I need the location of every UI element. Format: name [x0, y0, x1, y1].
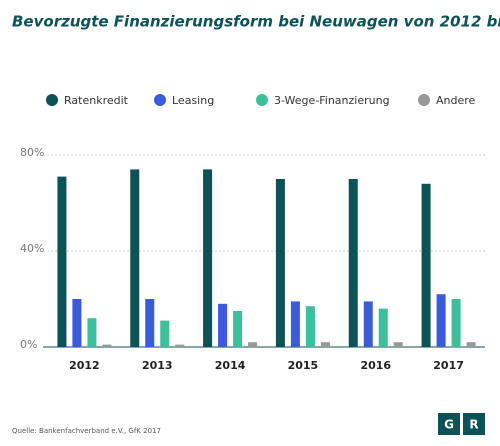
bar	[130, 169, 140, 347]
bar	[87, 318, 97, 347]
x-tick-label: 2014	[215, 359, 246, 372]
bar	[305, 306, 315, 347]
bar	[275, 179, 285, 347]
legend-label: Ratenkredit	[64, 94, 129, 107]
legend-marker	[256, 94, 268, 106]
bar	[393, 342, 403, 347]
bar	[421, 183, 431, 347]
bar	[102, 344, 112, 347]
bar	[348, 179, 358, 347]
x-tick-label: 2017	[433, 359, 464, 372]
x-tick-label: 2012	[69, 359, 100, 372]
bar	[233, 311, 243, 347]
bar	[175, 344, 185, 347]
logo-box	[463, 413, 485, 435]
bar	[451, 299, 461, 347]
logo-letter: G	[444, 418, 454, 432]
x-tick-label: 2016	[360, 359, 391, 372]
bar	[203, 169, 213, 347]
legend-marker	[154, 94, 166, 106]
legend-label: Andere	[436, 94, 476, 107]
bar	[290, 301, 300, 347]
x-tick-label: 2013	[142, 359, 173, 372]
legend-marker	[46, 94, 58, 106]
chart-title: Bevorzugte Finanzierungsform bei Neuwage…	[12, 13, 500, 31]
bar	[160, 320, 170, 347]
bar	[363, 301, 373, 347]
bar	[218, 303, 228, 347]
legend-label: 3-Wege-Finanzierung	[274, 94, 390, 107]
bar	[72, 299, 82, 347]
x-tick-label: 2015	[288, 359, 319, 372]
source: Quelle: Bankenfachverband e.V., GfK 2017	[12, 427, 161, 435]
y-tick-label: 40%	[20, 242, 44, 255]
bar	[378, 308, 388, 347]
logo-box	[438, 413, 460, 435]
legend-label: Leasing	[172, 94, 214, 107]
logo-letter: R	[469, 418, 478, 432]
y-tick-label: 80%	[20, 146, 44, 159]
bar	[145, 299, 155, 347]
bar	[320, 342, 330, 347]
bar	[57, 176, 67, 347]
y-tick-label: 0%	[20, 338, 37, 351]
bar	[248, 342, 258, 347]
bar	[436, 294, 446, 347]
legend-marker	[418, 94, 430, 106]
bar	[466, 342, 476, 347]
